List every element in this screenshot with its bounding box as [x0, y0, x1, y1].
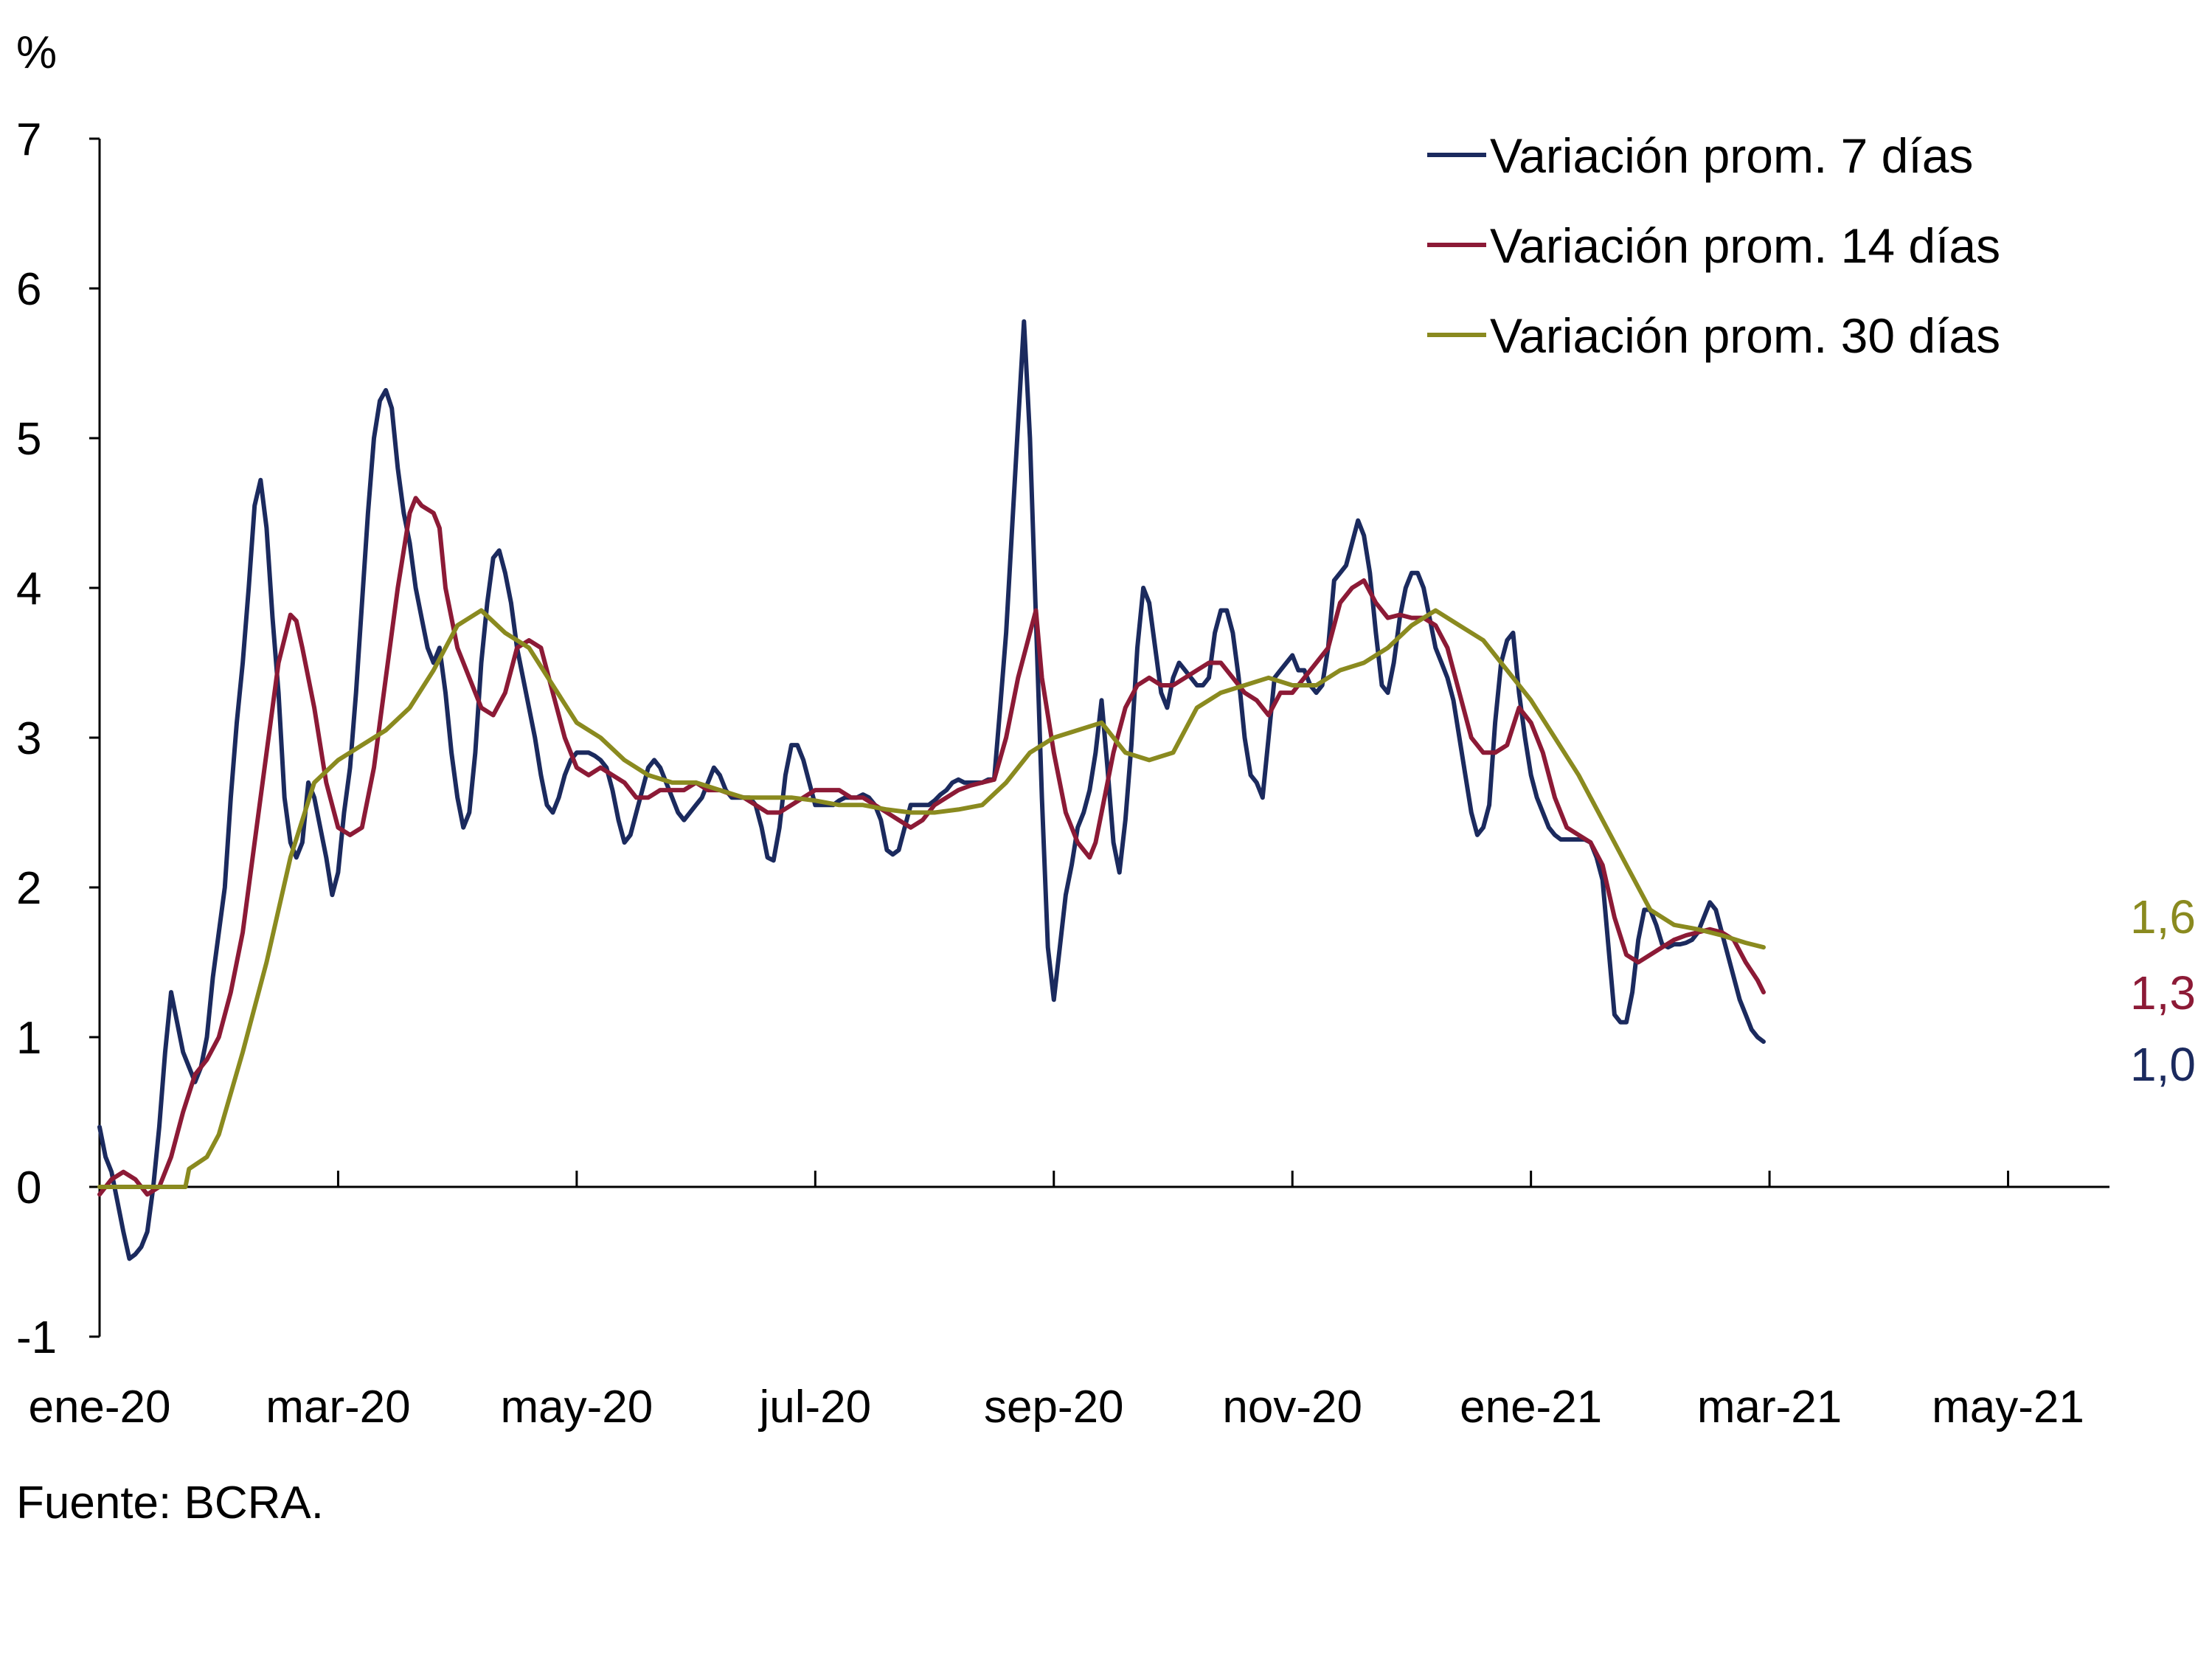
- y-tick-label: 2: [16, 863, 41, 914]
- legend: Variación prom. 7 días Variación prom. 14…: [1427, 128, 2000, 363]
- y-unit-label: %: [16, 27, 57, 78]
- legend-label-3: Variación prom. 30 días: [1490, 308, 2000, 363]
- y-tick-label: 7: [16, 114, 41, 165]
- x-tick-label: mar-21: [1697, 1382, 1842, 1433]
- y-tick-label: 5: [16, 414, 41, 465]
- series-line-1: [97, 319, 1766, 1261]
- x-tick-label: may-20: [501, 1382, 653, 1433]
- x-tick-label: nov-20: [1222, 1382, 1362, 1433]
- series-line-2: [97, 496, 1766, 1197]
- y-tick-label: 4: [16, 564, 41, 614]
- series-line-3: [97, 608, 1766, 1189]
- series-end-label-3: 1,6: [2130, 890, 2196, 943]
- series-end-label-1: 1,0: [2130, 1038, 2196, 1091]
- x-tick-label: sep-20: [984, 1382, 1124, 1433]
- x-tick-label: ene-21: [1460, 1382, 1602, 1433]
- y-tick-label: 3: [16, 713, 41, 764]
- series-lines: 1,0 1,3 1,6: [97, 319, 2196, 1261]
- x-tick-label: jul-20: [758, 1382, 872, 1433]
- y-tick-label: 0: [16, 1163, 41, 1213]
- x-tick-label: may-21: [1932, 1382, 2084, 1433]
- y-tick-label: -1: [16, 1312, 57, 1363]
- legend-label-2: Variación prom. 14 días: [1490, 218, 2000, 273]
- y-tick-label: 1: [16, 1013, 41, 1064]
- x-tick-label: ene-20: [28, 1382, 170, 1433]
- series-end-label-2: 1,3: [2130, 966, 2196, 1019]
- y-tick-label: 6: [16, 264, 41, 315]
- axes: -1 0 1 2 3 4 5 6 7 ene-20 mar-20 may-20 jul-20 sep-20…: [16, 114, 2109, 1433]
- x-tick-label: mar-20: [266, 1382, 410, 1433]
- source-note: Fuente: BCRA.: [16, 1478, 324, 1528]
- legend-label-1: Variación prom. 7 días: [1490, 128, 1973, 183]
